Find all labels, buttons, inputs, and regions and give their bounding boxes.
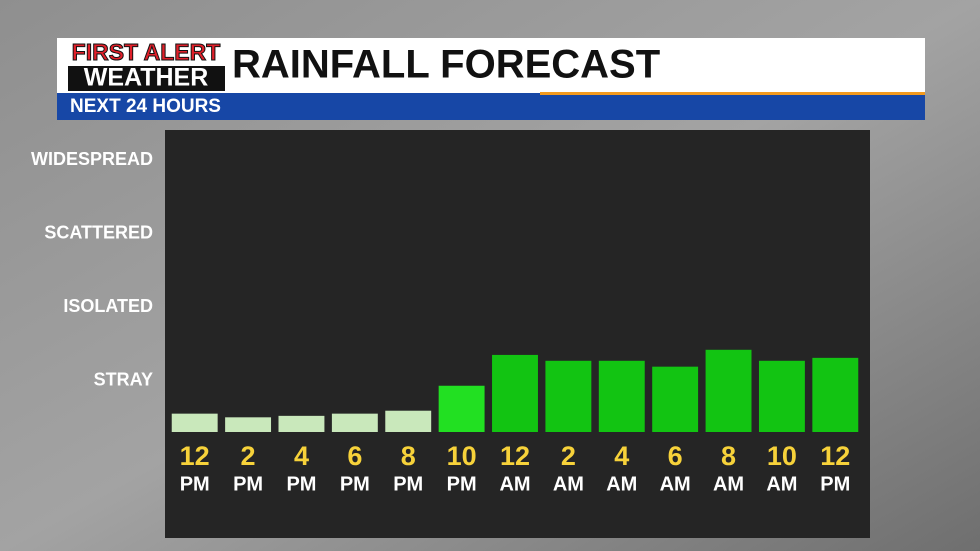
y-tick-label: ISOLATED [63,296,153,316]
subtitle-bar [57,93,925,120]
y-tick-label: SCATTERED [44,223,153,243]
bar [278,415,325,432]
x-tick-label: 4 [614,441,629,471]
bar [598,360,645,432]
x-tick-label: AM [499,473,530,495]
subtitle: NEXT 24 HOURS [70,96,221,117]
bar [758,360,805,432]
logo-top: FIRST ALERT [72,39,221,65]
x-tick-label: 6 [347,441,362,471]
bar [492,354,538,432]
chart-panel [165,130,870,538]
x-tick-label: AM [766,473,797,495]
y-tick-label: STRAY [94,369,153,389]
x-tick-label: PM [180,473,210,495]
x-tick-label: PM [286,473,316,495]
x-tick-label: 12 [180,441,210,471]
bar [385,410,432,432]
x-tick-label: PM [447,473,477,495]
logo-bottom: WEATHER [84,64,209,92]
x-tick-label: PM [393,473,423,495]
x-tick-label: PM [340,473,370,495]
x-tick-label: AM [713,473,744,495]
bar [331,413,378,432]
x-tick-label: AM [606,473,637,495]
x-tick-label: 2 [561,441,576,471]
accent-line [540,92,925,95]
title: RAINFALL FORECAST [232,43,660,87]
x-tick-label: 6 [668,441,683,471]
x-tick-label: 10 [767,441,797,471]
x-tick-label: PM [233,473,263,495]
bar [652,366,699,432]
bar [438,385,485,432]
x-tick-label: PM [820,473,850,495]
bar [545,360,592,432]
x-tick-label: 8 [401,441,416,471]
logo-box [68,66,225,91]
bar [705,349,752,432]
x-tick-label: 12 [500,441,530,471]
bar [225,417,272,432]
y-tick-label: WIDESPREAD [31,149,153,169]
x-tick-label: 4 [294,441,309,471]
x-tick-label: AM [660,473,691,495]
x-tick-label: 12 [820,441,850,471]
bar [812,357,859,432]
x-tick-label: AM [553,473,584,495]
x-tick-label: 8 [721,441,736,471]
x-tick-label: 2 [241,441,256,471]
x-tick-label: 10 [447,441,477,471]
bar [171,413,218,432]
